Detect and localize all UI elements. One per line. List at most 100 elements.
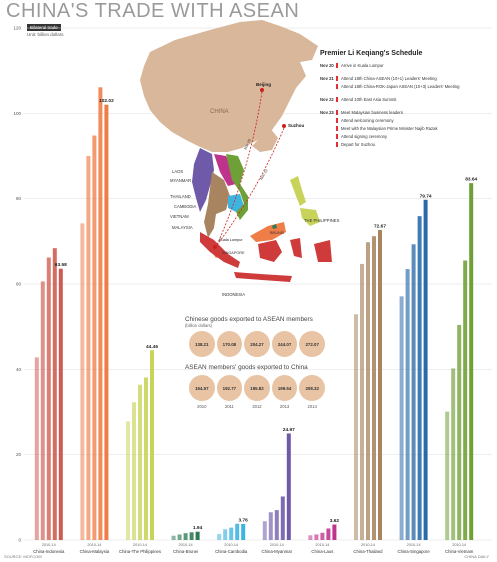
bar [280, 496, 285, 540]
bar [332, 524, 337, 540]
schedule-item: Attend signing ceremony [320, 134, 490, 139]
data-label: 72.67 [374, 223, 386, 229]
data-label: 63.58 [55, 262, 67, 268]
data-label: 44.46 [146, 344, 158, 350]
bar [417, 216, 422, 540]
bar [354, 314, 358, 540]
data-label: 3.76 [239, 517, 249, 523]
group-years: 2010-14 [87, 543, 101, 547]
map-label-brunei: BRUNEI [270, 231, 284, 235]
schedule-item: Depart for Suzhou [320, 142, 490, 147]
bar [52, 248, 57, 540]
bar [177, 534, 182, 540]
brunei-region [272, 224, 277, 229]
route-nov20 [216, 91, 263, 246]
bar [80, 223, 85, 540]
group-years: 2010-14 [133, 543, 147, 547]
schedule-item: Nov 20 Arrive in Kuala Lumpur [320, 63, 490, 68]
vietnam-region [226, 154, 248, 220]
bar [34, 357, 39, 540]
group-years: 2010-14 [224, 543, 238, 547]
group-years: 2010-14 [407, 543, 421, 547]
group-years: 2010-14 [179, 543, 193, 547]
category-label: China-Vietnam [445, 549, 474, 554]
bar [451, 368, 456, 540]
schedule-text: Attend signing ceremony [341, 134, 388, 139]
trade-bubble: 204.27 [244, 331, 270, 357]
map-label-malaysia: MALAYSIA [172, 225, 193, 230]
bar [286, 433, 291, 540]
bar [457, 324, 462, 540]
map-label-cambodia: CAMBODIA [174, 204, 197, 209]
bar [189, 532, 194, 540]
map-label-laos: LAOS [172, 169, 183, 174]
bar [378, 229, 382, 540]
map-label-vietnam: VIETNAM [170, 214, 189, 219]
group-years: 2010-14 [452, 543, 466, 547]
y-axis: 0 20 40 60 80 100 120 [13, 26, 21, 543]
schedule-item: Attend 18th China-ROK-Japan ASEAN (10+3)… [320, 84, 490, 89]
import-bubbles: 154.57 192.77 195.82 199.54 208.32 [189, 375, 325, 401]
y-tick-label: 60 [16, 282, 22, 287]
bar [360, 263, 364, 540]
category-label: China-Brunei [173, 549, 198, 554]
bar [314, 534, 319, 540]
bar [195, 531, 200, 540]
map-label-philippines: THE PHILIPPINES [304, 218, 340, 223]
bar [229, 527, 234, 540]
category-label: China-Indonesia [33, 549, 65, 554]
schedule-text: Depart for Suzhou [341, 142, 375, 147]
bar [411, 244, 416, 540]
schedule-item: Nov 23 Meet Malaysian business leaders [320, 110, 490, 115]
schedule-list: Nov 20 Arrive in Kuala Lumpur Nov 21 Attend… [320, 63, 490, 147]
group-years: 2010-14 [315, 543, 329, 547]
trade-year: 2011 [224, 404, 234, 409]
bar [183, 533, 188, 540]
bar [126, 421, 130, 540]
schedule-text: Attend 10th East Asia Summit [341, 97, 397, 102]
bar [469, 183, 474, 541]
trade-year: 2013 [279, 404, 290, 409]
schedule-text: Attend 18th China-ROK-Japan ASEAN (10+3)… [341, 84, 460, 89]
group-years: 2010-14 [270, 543, 284, 547]
bar [92, 135, 97, 540]
schedule-date: Nov 23 [320, 110, 334, 115]
bar [150, 350, 154, 540]
schedule-text: Meet with the Malaysian Prime Minister N… [341, 126, 438, 131]
bar [445, 411, 450, 540]
data-label: 79.74 [420, 193, 432, 199]
schedule-marker [336, 134, 338, 139]
bar [372, 236, 376, 541]
category-label: China-Thailand [353, 549, 383, 554]
trade-year: 2014 [307, 404, 317, 409]
category-label: China-Laos [311, 549, 333, 554]
asean-map: CHINA Beijing Suzhou LAOS MYANMAR THAILA… [140, 20, 340, 297]
bar [308, 535, 313, 540]
schedule-marker [336, 126, 338, 131]
trade-years: 2010 2011 2012 2013 2014 [189, 404, 325, 409]
map-label-singapore: SINGAPORE [222, 251, 245, 255]
schedule-item: Meet with the Malaysian Prime Minister N… [320, 126, 490, 131]
map-label-beijing: Beijing [256, 82, 271, 87]
trade-panel: Chinese goods exported to ASEAN members … [185, 316, 325, 409]
group-years: 2010-14 [42, 543, 56, 547]
schedule-text: Meet Malaysian business leaders [341, 110, 403, 115]
map-label-kuala-lumpur: Kuala Lumpur [219, 238, 243, 242]
schedule-marker [336, 118, 338, 123]
unit-label: Unit: billion dollars [27, 32, 64, 37]
schedule-marker [336, 110, 338, 115]
bar [40, 281, 45, 540]
bar [235, 523, 240, 540]
trade-bubble: 192.77 [216, 375, 243, 401]
trade-bubble: 199.54 [271, 375, 298, 401]
bar [171, 535, 176, 540]
schedule-marker [336, 76, 338, 81]
data-label: 1.94 [193, 525, 203, 531]
data-label: 102.02 [99, 98, 114, 104]
data-label: 83.64 [465, 177, 477, 183]
y-tick-label: 20 [16, 452, 22, 457]
y-tick-label: 120 [13, 26, 21, 31]
category-label: China-Myanmar [262, 549, 293, 554]
route-nov23 [216, 127, 285, 246]
route-label-nov20: Nov 20 [243, 138, 251, 150]
